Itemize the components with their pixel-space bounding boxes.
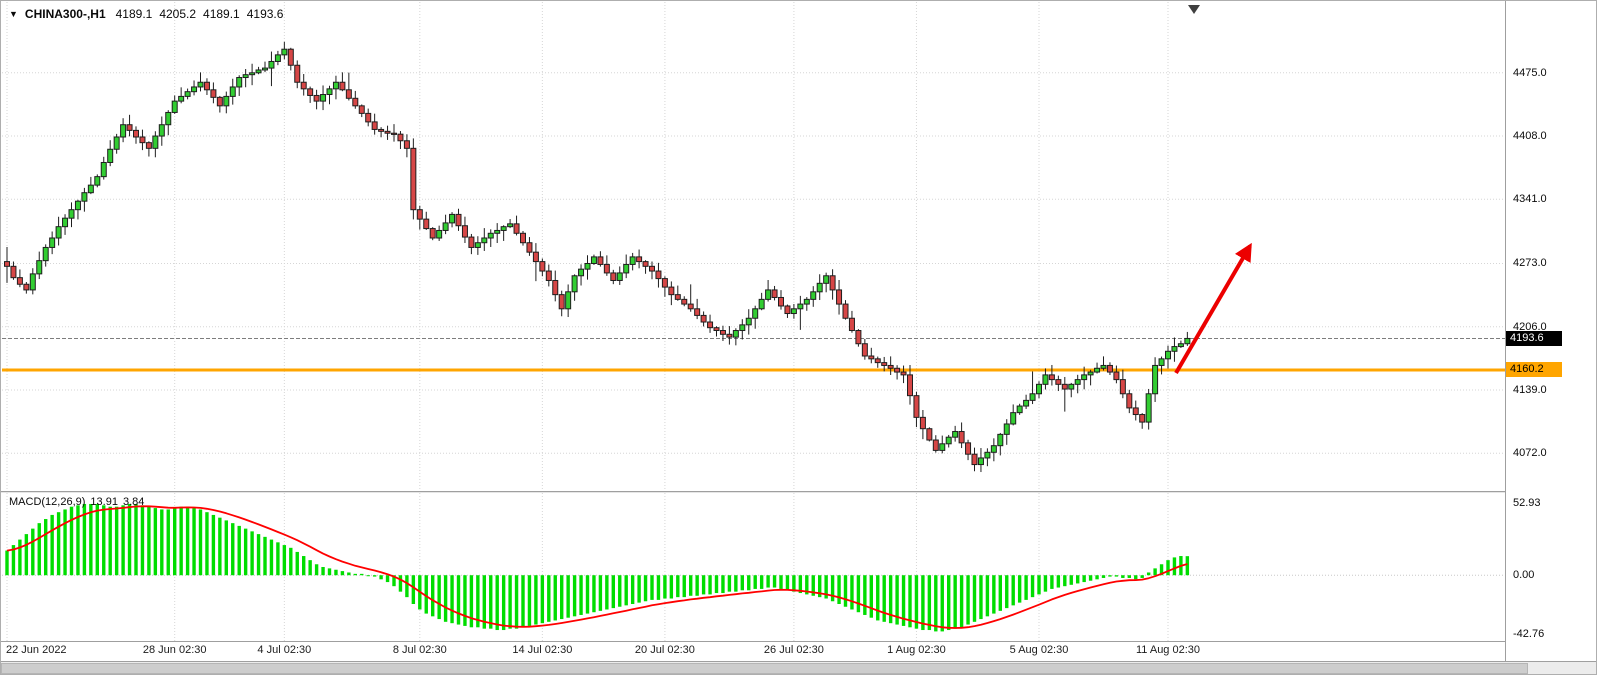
macd-axis-label: 52.93 bbox=[1513, 496, 1541, 509]
price-axis-label: 4408.0 bbox=[1513, 130, 1547, 143]
bullish-trend-arrow[interactable] bbox=[1174, 242, 1252, 375]
time-axis-label: 22 Jun 2022 bbox=[6, 644, 67, 656]
panel-splitter-highlight bbox=[1, 492, 1596, 493]
macd-indicator-label: MACD(12,26,9) 13.91 3.84 bbox=[9, 496, 149, 508]
quote-low: 4189.1 bbox=[203, 7, 240, 21]
macd-main-value: 13.91 bbox=[90, 496, 118, 508]
quote-open: 4189.1 bbox=[115, 7, 153, 21]
symbol-period-label: CHINA300-,H1 bbox=[24, 7, 106, 21]
last-price-badge: 4193.6 bbox=[1506, 330, 1562, 346]
quote-close: 4193.6 bbox=[246, 7, 284, 21]
macd-bottom-border bbox=[1, 641, 1596, 642]
macd-axis-label: 0.00 bbox=[1513, 569, 1535, 582]
price-axis-label: 4475.0 bbox=[1513, 66, 1547, 79]
time-axis-label: 28 Jun 02:30 bbox=[142, 644, 207, 656]
price-axis-label: 4206.0 bbox=[1513, 320, 1547, 333]
time-axis-label: 5 Aug 02:30 bbox=[1009, 644, 1069, 656]
time-axis-label: 14 Jul 02:30 bbox=[512, 644, 573, 656]
macd-name: MACD(12,26,9) bbox=[9, 496, 86, 508]
chart-shift-marker-icon[interactable] bbox=[1188, 5, 1200, 14]
quote-high: 4205.2 bbox=[159, 7, 197, 21]
time-axis-label: 8 Jul 02:30 bbox=[392, 644, 447, 656]
horizontal-scrollbar[interactable] bbox=[1, 662, 1596, 674]
macd-signal-value: 3.84 bbox=[122, 496, 145, 508]
macd-axis-label: -42.76 bbox=[1513, 627, 1545, 640]
price-chart[interactable] bbox=[2, 2, 1505, 491]
time-axis-border bbox=[1, 661, 1596, 662]
panel-splitter[interactable] bbox=[1, 491, 1596, 492]
chart-header: ▼ CHINA300-,H1 4189.1 4205.2 4189.1 4193.6 bbox=[9, 7, 290, 21]
time-axis-label: 20 Jul 02:30 bbox=[634, 644, 695, 656]
macd-signal-line bbox=[6, 505, 1188, 629]
hline-price-badge: 4160.2 bbox=[1506, 362, 1562, 378]
scrollbar-handle[interactable] bbox=[1, 663, 1528, 674]
price-axis[interactable]: 4475.0 4408.0 4341.0 4273.0 4206.0 4139.0 4072… bbox=[1505, 1, 1596, 661]
time-axis-label: 1 Aug 02:30 bbox=[887, 644, 946, 656]
price-axis-label: 4139.0 bbox=[1513, 383, 1547, 396]
time-axis-label: 4 Jul 02:30 bbox=[257, 644, 312, 656]
symbol-dropdown-icon[interactable]: ▼ bbox=[9, 9, 18, 19]
time-axis-label: 26 Jul 02:30 bbox=[763, 644, 824, 656]
time-axis[interactable]: 22 Jun 2022 28 Jun 02:30 4 Jul 02:30 8 Jul … bbox=[2, 642, 1505, 661]
price-axis-label: 4341.0 bbox=[1513, 193, 1547, 206]
price-axis-label: 4072.0 bbox=[1513, 447, 1547, 460]
price-axis-label: 4273.0 bbox=[1513, 257, 1547, 270]
macd-chart[interactable] bbox=[2, 493, 1505, 641]
time-axis-label: 11 Aug 02:30 bbox=[1135, 644, 1201, 656]
